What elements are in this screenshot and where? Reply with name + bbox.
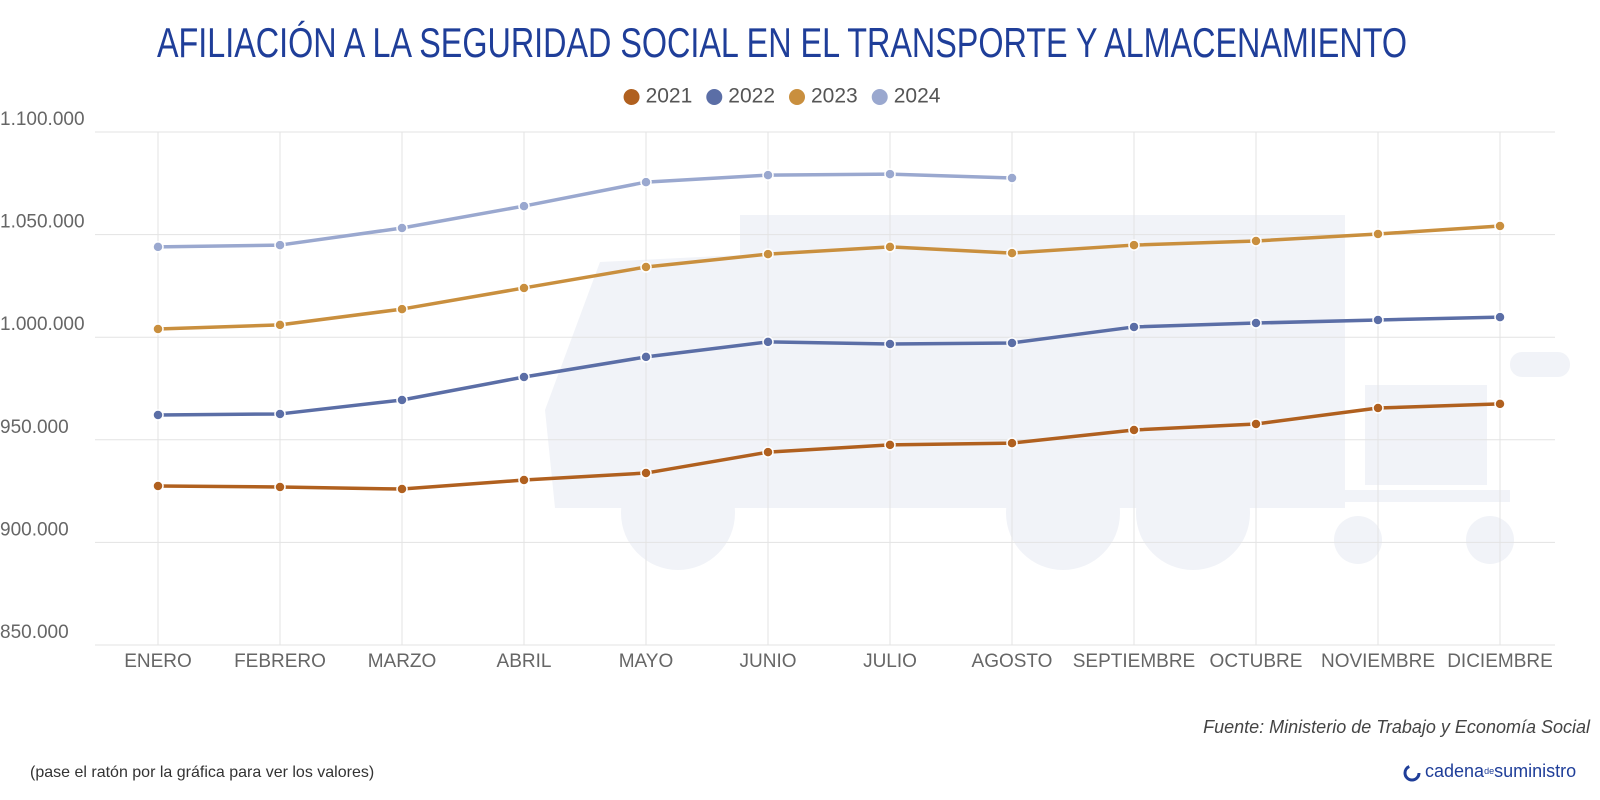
source: Fuente: Ministerio de Trabajo y Economía… <box>1203 717 1591 737</box>
legend-label: 2022 <box>728 85 775 108</box>
data-point <box>518 371 530 383</box>
data-point <box>274 319 286 331</box>
data-point <box>152 409 164 421</box>
logo-part: cadena <box>1425 761 1485 781</box>
logo-part: suministro <box>1494 761 1576 781</box>
data-point <box>640 261 652 273</box>
data-point <box>762 248 774 260</box>
y-tick-label: 1.100.000 <box>0 109 85 130</box>
data-point <box>152 323 164 335</box>
data-point <box>1128 239 1140 251</box>
data-point <box>396 483 408 495</box>
data-point <box>274 408 286 420</box>
data-point <box>1250 235 1262 247</box>
data-point <box>1372 314 1384 326</box>
data-point <box>396 394 408 406</box>
data-point <box>1372 228 1384 240</box>
legend: 2021 2022 2023 2024 <box>623 85 941 108</box>
data-point <box>518 282 530 294</box>
data-point <box>640 351 652 363</box>
x-tick-label: DICIEMBRE <box>1447 651 1553 672</box>
x-tick-label: SEPTIEMBRE <box>1073 651 1195 672</box>
data-point <box>884 241 896 253</box>
data-point <box>518 474 530 486</box>
y-tick-label: 900.000 <box>0 519 69 540</box>
data-point <box>1494 398 1506 410</box>
grid <box>95 131 1555 646</box>
data-point <box>1494 311 1506 323</box>
data-point <box>1006 247 1018 259</box>
x-tick-label: AGOSTO <box>972 651 1053 672</box>
series-line <box>157 172 1013 249</box>
data-point <box>1128 321 1140 333</box>
background-truck <box>545 215 1570 570</box>
y-tick-label: 1.000.000 <box>0 314 85 335</box>
legend-marker <box>871 89 888 105</box>
x-tick-label: NOVIEMBRE <box>1321 651 1435 672</box>
x-tick-label: FEBRERO <box>234 651 326 672</box>
data-point <box>1494 220 1506 232</box>
data-point <box>274 481 286 493</box>
data-point <box>518 200 530 212</box>
data-point <box>762 336 774 348</box>
logo: cadenadesuministro <box>1425 761 1576 781</box>
x-tick-label: MARZO <box>368 651 437 672</box>
y-tick-label: 1.050.000 <box>0 212 85 233</box>
data-point <box>1006 437 1018 449</box>
note: (pase el ratón por la gráfica para ver l… <box>30 764 374 781</box>
series-line <box>157 402 1501 491</box>
x-tick-label: OCTUBRE <box>1210 651 1303 672</box>
x-tick-label: JULIO <box>863 651 917 672</box>
legend-marker <box>706 89 723 105</box>
x-tick-label: MAYO <box>619 651 674 672</box>
data-point <box>274 239 286 251</box>
logo-part: de <box>1484 766 1494 776</box>
x-tick-label: ABRIL <box>497 651 552 672</box>
data-point <box>762 446 774 458</box>
logo-icon <box>1403 764 1421 782</box>
series-line <box>157 224 1501 331</box>
data-point <box>884 439 896 451</box>
x-tick-label: ENERO <box>124 651 192 672</box>
data-point <box>640 467 652 479</box>
data-point <box>762 169 774 181</box>
data-point <box>1250 418 1262 430</box>
legend-label: 2021 <box>646 85 693 108</box>
y-tick-label: 850.000 <box>0 622 69 643</box>
data-point <box>1372 402 1384 414</box>
data-point <box>396 222 408 234</box>
legend-marker <box>789 89 805 105</box>
data-point <box>396 303 408 315</box>
data-point <box>640 176 652 188</box>
data-point <box>1128 424 1140 436</box>
data-point <box>1250 317 1262 329</box>
series-line <box>157 315 1501 417</box>
data-point <box>152 480 164 492</box>
legend-label: 2024 <box>894 85 941 108</box>
data-point <box>152 241 164 253</box>
data-point <box>884 168 896 180</box>
data-point <box>1006 172 1018 184</box>
legend-marker <box>623 89 640 105</box>
legend-label: 2023 <box>811 85 858 108</box>
chart-title: AFILIACIÓN A LA SEGURIDAD SOCIAL EN EL T… <box>157 19 1407 66</box>
data-point <box>1006 337 1018 349</box>
x-tick-label: JUNIO <box>740 651 797 672</box>
data-point <box>884 338 896 350</box>
y-tick-label: 950.000 <box>0 417 69 438</box>
